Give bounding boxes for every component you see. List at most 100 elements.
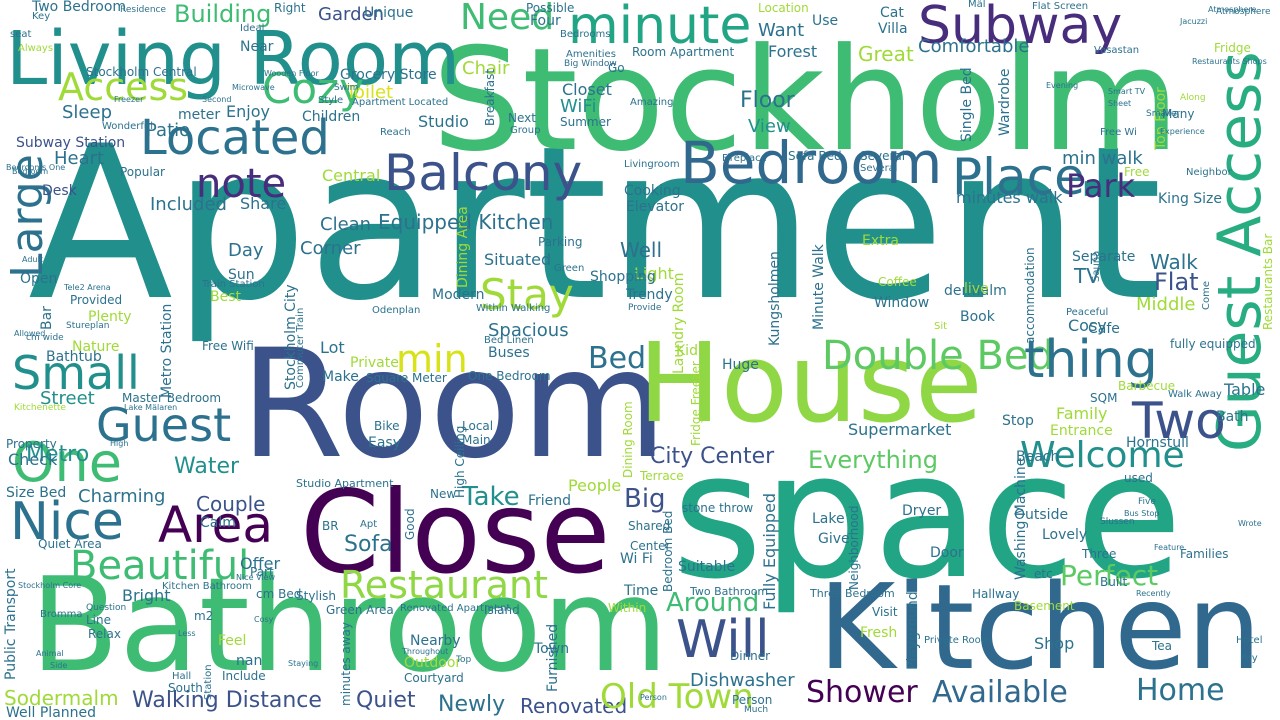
word-summer: Summer xyxy=(560,115,611,129)
word-people: People xyxy=(568,476,622,495)
word-sofa: Sofa xyxy=(344,532,393,557)
word-best: Best xyxy=(210,289,242,305)
word-walk: Walk xyxy=(1150,250,1198,274)
word-bar: Bar xyxy=(39,306,55,330)
word-shared: Shared xyxy=(628,519,671,533)
word-sit: Sit xyxy=(934,321,948,332)
word-day: Day xyxy=(228,240,264,261)
word-nice: Nice xyxy=(10,492,124,552)
word-dining-room: Dining Room xyxy=(621,401,635,478)
word-min: min xyxy=(396,337,468,381)
word-south: South xyxy=(168,681,203,695)
word-hornstull: Hornstull xyxy=(1126,435,1189,451)
word-feel: Feel xyxy=(218,633,247,649)
word-free: Free xyxy=(1124,165,1150,179)
word-take: Take xyxy=(462,482,520,512)
word-cozy: Cozy xyxy=(262,64,364,113)
word-single-bed: Single Bed xyxy=(959,67,975,142)
word-parking: Parking xyxy=(538,235,583,249)
word-king-size: King Size xyxy=(1158,191,1223,207)
word-green: Green xyxy=(554,263,585,274)
word-near: Near xyxy=(240,39,274,55)
word-lot: Lot xyxy=(320,338,345,357)
word-relax: Relax xyxy=(88,627,121,641)
word-slussen: Slussen xyxy=(1100,517,1135,527)
word-newly: Newly xyxy=(438,692,506,717)
word-great: Great xyxy=(858,42,914,66)
word-station: Station xyxy=(203,664,214,700)
word-restaurants-bar: Restaurants Bar xyxy=(1261,233,1275,330)
word-staying: Staying xyxy=(288,659,319,668)
word-book: Book xyxy=(960,309,995,325)
word-basement: Basement xyxy=(1014,599,1075,613)
word-house: House xyxy=(638,319,983,447)
word-walk-away: Walk Away xyxy=(1168,389,1222,400)
word-charming: Charming xyxy=(78,486,166,507)
word-equipped-kitchen: Equipped Kitchen xyxy=(378,210,554,234)
word-home: Home xyxy=(1136,673,1225,708)
word-key: Key xyxy=(32,11,51,22)
word-high: High xyxy=(110,439,129,448)
word-stop: Stop xyxy=(1002,413,1034,429)
word-need: Need xyxy=(460,0,555,38)
word-right: Right xyxy=(274,1,306,15)
word-one-bedroom: One Bedroom xyxy=(468,369,551,383)
word-city-center: City Center xyxy=(650,444,775,469)
word-top: Top xyxy=(456,655,472,665)
word-provided: Provided xyxy=(70,293,123,307)
word-mal: Mäl xyxy=(968,0,986,10)
word-stockholm-central: Stockholm Central xyxy=(86,65,197,79)
word-wooden-floor: Wooden Floor xyxy=(264,69,319,78)
word-table: Table xyxy=(1224,380,1266,399)
word-double-bed: Double Bed xyxy=(822,333,1054,379)
word-time: Time xyxy=(624,583,659,599)
word-sleep: Sleep xyxy=(62,102,113,123)
word-metro: Metro xyxy=(26,442,90,467)
word-studio-apartment: Studio Apartment xyxy=(296,477,394,490)
word-hotel: Hotel xyxy=(1236,635,1263,646)
word-fresh: Fresh xyxy=(860,625,898,641)
word-two-bedroom: Two Bedroom xyxy=(32,0,127,15)
word-renovated: Renovated xyxy=(520,694,628,718)
word-fridge-freezer: Fridge Freezer xyxy=(689,361,703,446)
word-accommodation: accommodation xyxy=(1023,247,1037,344)
word-sun: Sun xyxy=(228,267,255,283)
word-bedroom-small: Bedroom xyxy=(12,167,49,176)
word-playground: Playground xyxy=(905,591,921,670)
word-question: Question xyxy=(86,603,127,613)
word-families: Families xyxy=(1180,547,1229,561)
word-bathtub: Bathtub xyxy=(46,349,102,365)
word-bedroom: Bedroom xyxy=(680,129,943,197)
word-square-meter: Square Meter xyxy=(366,371,447,385)
word-view: View xyxy=(748,116,791,137)
word-two: Two xyxy=(1132,392,1226,450)
word-want: Want xyxy=(758,20,805,41)
word-always: Always xyxy=(18,43,54,54)
word-shopping: Shopping xyxy=(590,269,656,285)
word-access: Access xyxy=(58,65,189,109)
word-line: Line xyxy=(86,613,112,627)
word-toilet: Toilet xyxy=(346,82,394,103)
word-seat: seat xyxy=(10,29,32,40)
word-living-room: Living Room xyxy=(6,16,461,102)
word-available: Available xyxy=(932,675,1068,710)
word-stureplan: Stureplan xyxy=(66,321,110,331)
word-well-planned: Well Planned xyxy=(6,705,97,720)
word-meter: meter xyxy=(178,107,221,123)
word-possible: Possible xyxy=(526,1,575,15)
word-free-wi: Free Wi xyxy=(1100,127,1137,138)
word-used: used xyxy=(1124,471,1153,485)
word-wardrobe: Wardrobe xyxy=(997,68,1013,136)
word-allowed: Allowed xyxy=(14,329,46,338)
word-tele2-arena: Tele2 Arena xyxy=(64,283,111,292)
word-amenities: Amenities xyxy=(566,49,616,60)
word-water: Water xyxy=(174,454,240,479)
word-check: Check xyxy=(8,450,58,469)
word-three-bedroom: Three Bedroom xyxy=(810,587,895,600)
word-share: Share xyxy=(240,194,287,213)
word-bedrooms-one: Bedrooms One xyxy=(6,163,66,172)
word-central: Central xyxy=(322,166,381,185)
word-several: Several xyxy=(860,149,906,163)
word-balcony: Balcony xyxy=(384,144,583,202)
